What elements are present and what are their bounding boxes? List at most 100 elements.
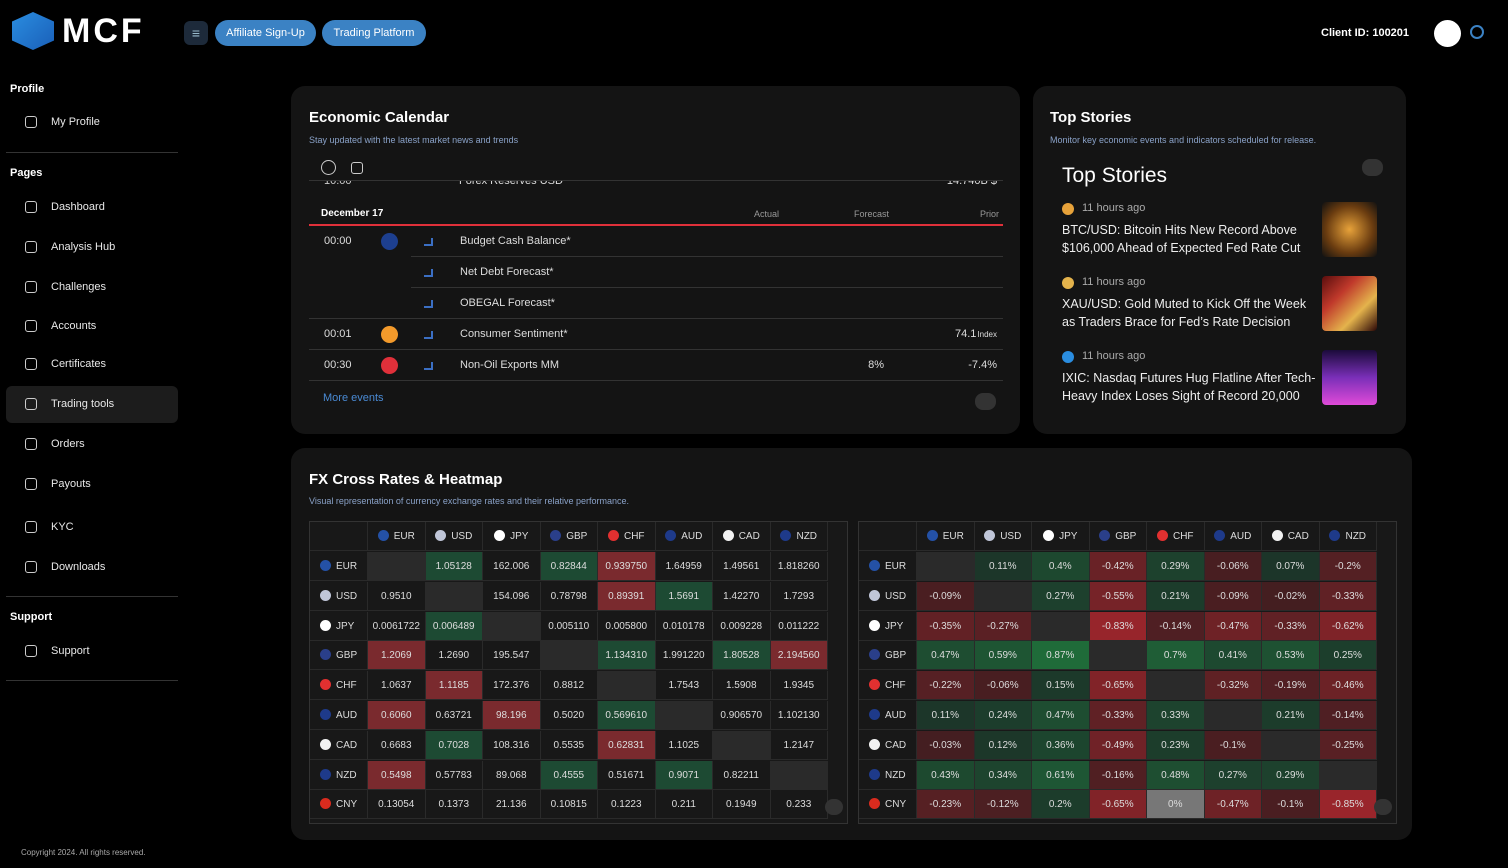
widget-title: Top Stories (1062, 164, 1168, 187)
rate-cell: 1.42270 (713, 581, 771, 611)
rate-cell (425, 581, 483, 611)
currency: AUD (681, 531, 703, 542)
separator (6, 680, 178, 681)
column-header: Prior (979, 209, 999, 219)
rate-cell: 0.82844 (540, 552, 598, 581)
sidebar-item[interactable]: Certificates (51, 358, 107, 370)
flag (869, 619, 880, 631)
rate-cell: 1.9345 (770, 671, 828, 701)
row-header: CNY (859, 790, 917, 820)
currency: CNY (336, 799, 358, 811)
currency: GBP (566, 531, 588, 542)
row-header: CAD (859, 730, 917, 760)
sidebar-item[interactable]: Accounts (51, 320, 97, 332)
heat-cell: 0.7% (1147, 641, 1205, 671)
currency: JPY (885, 620, 904, 632)
heat-cell: -0.06% (974, 671, 1032, 701)
column-header: EUR (917, 522, 975, 551)
column-header: CHF (598, 522, 656, 551)
heat-cell: -0.1% (1204, 730, 1262, 760)
sidebar-item[interactable]: Orders (51, 438, 85, 450)
event-time: 00:30 (324, 359, 352, 371)
rate-cell: 0.78798 (540, 581, 598, 611)
heat-cell: -0.25% (1319, 730, 1377, 760)
currency: AUD (1230, 531, 1252, 542)
tv-badge (975, 393, 996, 410)
flag (869, 589, 880, 601)
flag (320, 798, 331, 810)
separator (6, 152, 178, 153)
rate-cell: 108.316 (483, 730, 541, 760)
flag (550, 530, 562, 541)
rate-cell (368, 552, 426, 581)
active-item-bg (6, 386, 178, 423)
flag (435, 530, 447, 541)
heat-cell: 0.47% (1032, 701, 1090, 730)
heat-cell: 0.27% (1032, 581, 1090, 611)
heat-cell: 0.41% (1204, 641, 1262, 671)
calendar-card: Economic Calendar Stay updated with the l… (291, 86, 1020, 434)
flag (607, 530, 619, 541)
heat-cell (974, 581, 1032, 611)
rate-cell: 0.5498 (368, 760, 426, 790)
sidebar-item[interactable]: Downloads (51, 561, 106, 573)
row-header: CHF (859, 671, 917, 701)
event-forecast: 8% (868, 359, 884, 371)
story-headline[interactable]: XAU/USD: Gold Muted to Kick Off the Week… (1062, 297, 1307, 329)
flag (869, 768, 880, 780)
story-headline[interactable]: BTC/USD: Bitcoin Hits New Record Above $… (1062, 223, 1301, 255)
rate-cell: 0.010178 (655, 611, 713, 641)
sidebar-item[interactable]: My Profile (51, 116, 100, 128)
rate-cell: 0.211 (655, 790, 713, 820)
column-header: Actual (753, 209, 779, 219)
row-line (411, 287, 1003, 288)
currency: CHF (336, 680, 357, 692)
rate-cell: 0.89391 (598, 581, 656, 611)
heat-cell: -0.22% (917, 671, 975, 701)
header-button[interactable]: Affiliate Sign-Up (215, 20, 316, 46)
rate-cell: 1.64959 (655, 552, 713, 581)
heat-cell: -0.19% (1262, 671, 1320, 701)
row-header: NZD (859, 760, 917, 790)
flag (320, 560, 331, 571)
column-header: AUD (655, 522, 713, 551)
header-button[interactable]: Trading Platform (322, 20, 426, 46)
story-headline[interactable]: IXIC: Nasdaq Futures Hug Flatline After … (1062, 371, 1316, 403)
rate-cell: 1.0637 (368, 671, 426, 701)
rate-cell: 1.05128 (425, 552, 483, 581)
sidebar-item[interactable]: Challenges (51, 281, 107, 293)
heat-cell: 0.11% (974, 552, 1032, 581)
currency: NZD (1345, 531, 1367, 542)
fx-title: FX Cross Rates & Heatmap (309, 471, 503, 488)
rate-cell: 89.068 (483, 760, 541, 790)
currency: CHF (623, 531, 645, 542)
row-header: EUR (859, 552, 917, 581)
importance-icon (424, 238, 433, 246)
flag (1214, 530, 1226, 541)
more-events[interactable]: More events (323, 392, 384, 404)
sidebar-item[interactable]: Analysis Hub (51, 241, 116, 253)
sidebar-item[interactable]: Support (51, 645, 90, 657)
heat-cell: 0.48% (1147, 760, 1205, 790)
sidebar-item[interactable]: KYC (51, 521, 74, 533)
rate-cell: 1.80528 (713, 641, 771, 671)
heat-cell (1147, 671, 1205, 701)
event-time: 10:00 (324, 180, 352, 187)
currency: AUD (336, 710, 358, 721)
sidebar-icon (25, 561, 37, 573)
heat-cell: -0.09% (917, 581, 975, 611)
stories-card: Top Stories Monitor key economic events a… (1033, 86, 1406, 434)
prior-value: 74.1 (955, 328, 977, 340)
rate-cell (770, 760, 828, 790)
rate-cell (655, 701, 713, 730)
sidebar-item[interactable]: Dashboard (51, 201, 105, 213)
currency: USD (1000, 531, 1022, 542)
rate-cell: 0.6683 (368, 730, 426, 760)
currency: EUR (885, 561, 907, 572)
rate-cell: 172.376 (483, 671, 541, 701)
event-time: 00:01 (324, 328, 352, 340)
sidebar-item[interactable]: Payouts (51, 478, 91, 490)
event-flag (381, 233, 398, 250)
sidebar-item[interactable]: Trading tools (51, 398, 115, 410)
column-header: NZD (1319, 522, 1377, 551)
